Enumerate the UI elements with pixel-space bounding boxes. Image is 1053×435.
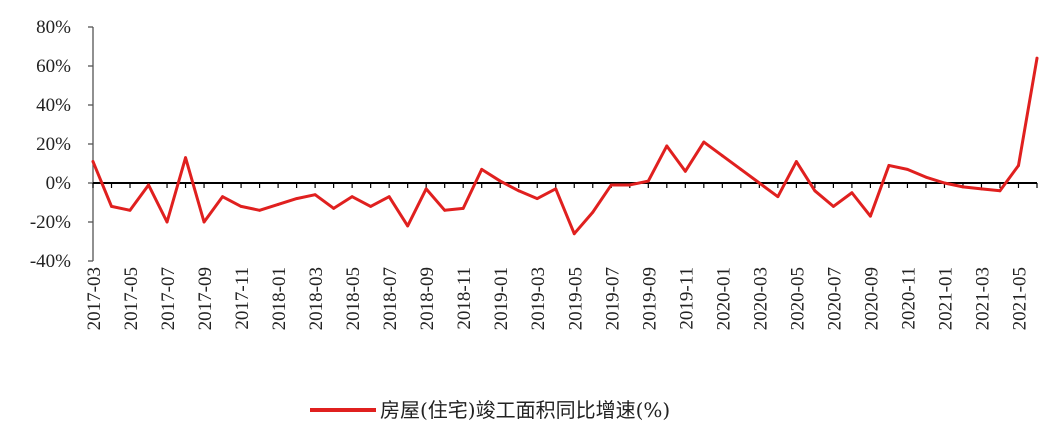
- data-point: [184, 156, 187, 160]
- x-tick-label: 2017-05: [121, 267, 142, 330]
- data-point: [147, 183, 150, 187]
- data-point: [424, 187, 428, 191]
- data-point: [461, 206, 465, 210]
- data-point: [646, 179, 650, 183]
- y-tick-label: 40%: [36, 95, 71, 116]
- x-tick-label: 2017-03: [84, 267, 105, 330]
- x-tick-label: 2020-09: [861, 267, 882, 330]
- data-point: [702, 140, 706, 144]
- data-point: [665, 144, 669, 148]
- x-tick-label: 2019-05: [565, 267, 586, 330]
- data-point: [369, 205, 373, 208]
- x-tick-label: 2021-01: [935, 267, 956, 330]
- data-point: [498, 179, 502, 183]
- y-tick-label: 60%: [36, 56, 71, 77]
- data-point: [443, 208, 447, 212]
- x-tick-label: 2017-07: [158, 267, 179, 330]
- data-point: [591, 210, 595, 214]
- x-tick-label: 2020-03: [750, 267, 771, 330]
- data-point: [869, 214, 872, 218]
- x-tick-label: 2017-09: [195, 267, 216, 330]
- data-point: [258, 208, 261, 212]
- legend: 房屋(住宅)竣工面积同比增速(%): [310, 398, 670, 422]
- data-point: [295, 197, 299, 201]
- data-point: [961, 185, 965, 189]
- data-point: [683, 169, 687, 173]
- data-point: [239, 205, 243, 208]
- data-point: [128, 208, 132, 212]
- data-point: [535, 197, 539, 201]
- x-tick-label: 2018-11: [454, 267, 475, 330]
- x-axis: 2017-03 2017-05 2017-07 2017-09 2017-11 2018-…: [84, 182, 1038, 330]
- series-layer: [91, 56, 1039, 236]
- x-tick-label: 2018-05: [343, 267, 364, 330]
- data-point: [794, 160, 798, 163]
- data-point: [887, 164, 891, 167]
- data-point: [1017, 164, 1020, 167]
- data-point: [924, 175, 928, 179]
- series-line: [91, 56, 1039, 236]
- x-tick-label: 2019-09: [639, 267, 660, 330]
- data-point: [91, 160, 95, 163]
- x-tick-label: 2017-11: [232, 267, 253, 330]
- data-point: [980, 187, 983, 191]
- data-point: [406, 224, 410, 228]
- x-tick-label: 2020-05: [787, 267, 808, 330]
- x-tick-label: 2019-07: [602, 267, 623, 330]
- data-point: [276, 203, 280, 206]
- data-point: [757, 181, 761, 185]
- data-point: [998, 189, 1002, 193]
- data-point: [350, 195, 354, 199]
- data-point: [739, 167, 743, 171]
- data-point: [609, 183, 613, 187]
- x-tick-label: 2018-01: [269, 267, 290, 330]
- data-point: [813, 189, 817, 193]
- x-tick-label: 2018-03: [306, 267, 327, 330]
- y-tick-label: -40%: [30, 251, 71, 272]
- x-tick-label: 2020-07: [824, 267, 845, 330]
- data-point: [1035, 56, 1039, 60]
- y-tick-label: -20%: [30, 212, 71, 233]
- data-point: [202, 220, 206, 224]
- data-point: [480, 167, 484, 171]
- x-tick-label: 2018-07: [380, 267, 401, 330]
- data-point: [831, 205, 835, 208]
- data-point: [110, 205, 113, 208]
- data-point: [628, 183, 632, 187]
- data-point: [517, 189, 521, 193]
- data-point: [165, 220, 169, 224]
- data-point: [906, 167, 909, 171]
- data-point: [332, 206, 336, 210]
- data-point: [313, 193, 317, 197]
- legend-entry-label: 房屋(住宅)竣工面积同比增速(%): [380, 398, 670, 422]
- data-point: [943, 181, 946, 185]
- x-tick-label: 2020-11: [898, 267, 919, 330]
- data-point: [221, 195, 224, 199]
- x-tick-label: 2018-09: [417, 267, 438, 330]
- data-point: [850, 191, 854, 195]
- data-point: [387, 195, 391, 199]
- data-point: [572, 232, 576, 236]
- x-tick-label: 2019-01: [491, 267, 512, 330]
- data-point: [776, 195, 780, 199]
- data-point: [554, 187, 558, 191]
- x-tick-label: 2021-03: [972, 267, 993, 330]
- data-point: [720, 154, 724, 158]
- x-tick-label: 2019-03: [528, 267, 549, 330]
- y-tick-label: 80%: [36, 17, 71, 38]
- x-tick-label: 2021-05: [1009, 267, 1030, 330]
- y-tick-label: 0%: [46, 173, 72, 194]
- y-axis: 80% 60% 40% 20% 0% -20% -40%: [30, 17, 94, 272]
- x-tick-label: 2020-01: [713, 267, 734, 330]
- x-tick-label: 2019-11: [676, 267, 697, 330]
- y-tick-label: 20%: [36, 134, 71, 155]
